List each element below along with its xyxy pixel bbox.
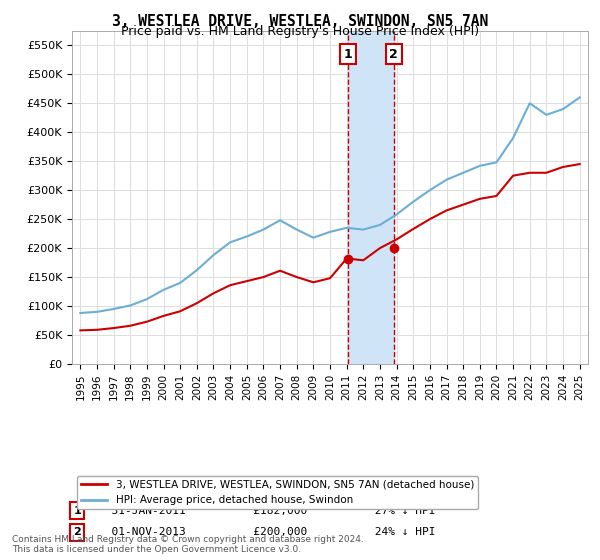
Text: 01-NOV-2013          £200,000          24% ↓ HPI: 01-NOV-2013 £200,000 24% ↓ HPI: [98, 528, 436, 537]
Text: 1: 1: [344, 48, 352, 60]
Text: 31-JAN-2011          £182,000          27% ↓ HPI: 31-JAN-2011 £182,000 27% ↓ HPI: [98, 506, 436, 516]
Text: 2: 2: [389, 48, 398, 60]
Text: 2: 2: [73, 528, 81, 537]
Text: Contains HM Land Registry data © Crown copyright and database right 2024.
This d: Contains HM Land Registry data © Crown c…: [12, 535, 364, 554]
Text: 1: 1: [73, 506, 81, 516]
Legend: 3, WESTLEA DRIVE, WESTLEA, SWINDON, SN5 7AN (detached house), HPI: Average price: 3, WESTLEA DRIVE, WESTLEA, SWINDON, SN5 …: [77, 476, 478, 510]
Bar: [348, 31, 394, 364]
Text: 3, WESTLEA DRIVE, WESTLEA, SWINDON, SN5 7AN: 3, WESTLEA DRIVE, WESTLEA, SWINDON, SN5 …: [112, 14, 488, 29]
Text: Price paid vs. HM Land Registry's House Price Index (HPI): Price paid vs. HM Land Registry's House …: [121, 25, 479, 38]
